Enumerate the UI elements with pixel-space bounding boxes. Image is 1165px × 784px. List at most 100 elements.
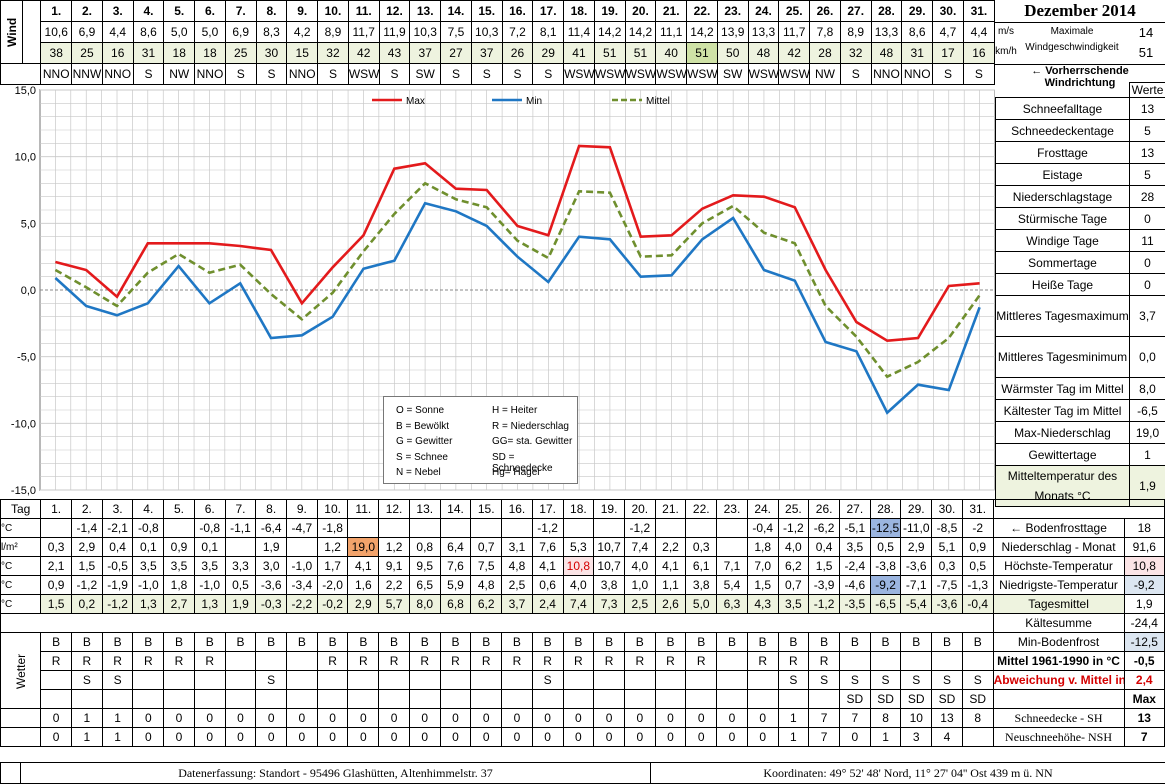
neuschnee-row-cell: 0 xyxy=(255,727,288,747)
day-cell: 4. xyxy=(132,499,165,519)
niedrigst-row-cell: 0,7 xyxy=(777,575,810,595)
wind-day-cell: 11. xyxy=(347,0,380,22)
mittel-row-cell: 2,5 xyxy=(623,594,656,614)
weather-code-cell: B xyxy=(316,632,349,652)
schneedecke-row-cell: 0 xyxy=(593,708,625,728)
neuschnee-row-cell: 0 xyxy=(224,727,257,747)
schneedecke-row-cell: 0 xyxy=(562,708,595,728)
mittel-row-cell: 1,9 xyxy=(224,594,257,614)
weather-code-cell: B xyxy=(838,632,871,652)
wind-kmh-cell: 37 xyxy=(409,42,442,64)
legend-label: Min xyxy=(526,96,542,107)
niederschlag-row-cell xyxy=(716,537,748,557)
bodenfrost-row-cell: -8,5 xyxy=(931,518,963,538)
wind-ms-cell: 8,6 xyxy=(132,21,165,43)
weather-code-cell: B xyxy=(439,632,472,652)
schneedecke-row-value: 13 xyxy=(1123,708,1165,728)
weather-code-cell xyxy=(224,651,257,671)
bodenfrost-row-cell: -0,8 xyxy=(193,518,226,538)
weather-code-cell xyxy=(777,689,810,709)
stat-row: Wärmster Tag im Mittel 8,0 xyxy=(995,377,1165,400)
statistics-panel: Werte Schneefalltage 13 Schneedeckentage 5 F… xyxy=(995,82,1165,507)
wind-day-cell: 10. xyxy=(317,0,349,22)
day-cell: 17. xyxy=(531,499,564,519)
weather-code-cell xyxy=(931,651,963,671)
mittel-row-cell: -1,2 xyxy=(808,594,840,614)
weather-code-cell: R xyxy=(501,651,533,671)
mittel-row-cell: -2,2 xyxy=(286,594,318,614)
schneedecke-row-cell: 0 xyxy=(378,708,410,728)
niedrigst-row-cell: -3,6 xyxy=(255,575,288,595)
weather-row: R R R R R R R R R R R R R R R R R R R R R R Mittel 1961-1990 i… xyxy=(1,651,1165,671)
wind-ms-cell: 11,4 xyxy=(563,21,595,43)
wind-kmh-row: 38 25 16 31 18 18 25 30 15 32 42 43 37 27 37 26 29 41 51 51… xyxy=(1,42,996,64)
niedrigst-row-cell: -1,0 xyxy=(193,575,226,595)
wind-kmh-cell: 31 xyxy=(901,42,934,64)
hoechst-row-cell: -0,5 xyxy=(101,556,134,576)
mittel-row-cell: 0,2 xyxy=(71,594,103,614)
legend-code: B = Bewölkt xyxy=(396,420,450,432)
bodenfrost-row-cell: -4,7 xyxy=(286,518,318,538)
wind-day-cell: 13. xyxy=(409,0,442,22)
weather-code-cell xyxy=(869,651,902,671)
wind-ms-cell: 7,8 xyxy=(809,21,841,43)
niederschlag-row-cell: 1,2 xyxy=(316,537,349,557)
wind-dir-cell: S xyxy=(255,63,288,85)
bodenfrost-row-cell xyxy=(501,518,533,538)
stat-row: Sommertage 0 xyxy=(995,251,1165,274)
wind-dir-cell: S xyxy=(501,63,534,85)
mittel-row-cell: 2,6 xyxy=(654,594,687,614)
empty xyxy=(0,727,42,747)
niederschlag-row-cell: 19,0 xyxy=(347,537,380,557)
weather-code-cell: R xyxy=(808,651,840,671)
day-cell: 5. xyxy=(163,499,195,519)
weather-code-cell xyxy=(501,689,533,709)
wind-day-cell: 19. xyxy=(593,0,626,22)
stat-label: Niederschlagstage xyxy=(995,185,1130,208)
wind-dir-cell: WSW xyxy=(686,63,718,85)
weather-code-cell xyxy=(593,689,625,709)
day-cell: 21. xyxy=(654,499,687,519)
stat-row: Windige Tage 11 xyxy=(995,229,1165,252)
neuschnee-row-cell: 0 xyxy=(40,727,72,747)
day-cell: 3. xyxy=(101,499,134,519)
niedrigst-row-label: Niedrigste-Temperatur xyxy=(992,575,1125,595)
weather-code-cell: S xyxy=(808,670,840,690)
mittel-row-cell: -3,6 xyxy=(931,594,963,614)
schneedecke-row-label: Schneedecke - SH xyxy=(992,708,1125,728)
day-cell: 8. xyxy=(255,499,288,519)
hoechst-row-value: 10,8 xyxy=(1123,556,1165,576)
hoechst-row-cell: 0,3 xyxy=(931,556,963,576)
wind-day-row: Wind 1. 2. 3. 4. 5. 6. 7. 8. 9. 10. 11. 12. 13. 14. 15… xyxy=(0,0,996,64)
weather-code-cell: B xyxy=(777,632,810,652)
y-tick-label: -15,0 xyxy=(11,485,36,497)
wind-kmh-cell: 43 xyxy=(378,42,411,64)
stat-value: 0,0 xyxy=(1129,336,1165,378)
hoechst-row-cell: 10,7 xyxy=(593,556,625,576)
day-cell: 7. xyxy=(224,499,257,519)
wind-kmh-cell: 25 xyxy=(224,42,257,64)
neuschnee-row-cell: 1 xyxy=(777,727,810,747)
bodenfrost-row-cell: -1,2 xyxy=(531,518,564,538)
hoechst-row-cell: 4,1 xyxy=(654,556,687,576)
bodenfrost-row-cell: -2 xyxy=(961,518,994,538)
schneedecke-row-cell: 8 xyxy=(869,708,902,728)
niederschlag-row-cell: 2,9 xyxy=(71,537,103,557)
niedrigst-row-cell: 1,1 xyxy=(654,575,687,595)
hoechst-row-cell: 6,2 xyxy=(777,556,810,576)
day-cell: 30. xyxy=(931,499,963,519)
schneedecke-row-cell: 0 xyxy=(286,708,318,728)
niederschlag-row-cell: 0,1 xyxy=(193,537,226,557)
hoechst-row-cell: 3,5 xyxy=(132,556,165,576)
bodenfrost-row-cell xyxy=(40,518,72,538)
niederschlag-row-cell: 5,3 xyxy=(562,537,595,557)
wind-kmh-cell: 18 xyxy=(163,42,196,64)
wind-ms-cell: 13,9 xyxy=(716,21,749,43)
y-tick-label: 0,0 xyxy=(21,285,36,297)
wind-ms-cell: 7,2 xyxy=(501,21,534,43)
neuschnee-row-cell: 0 xyxy=(654,727,687,747)
hoechst-row-cell: 6,1 xyxy=(685,556,718,576)
wind-dir-cell: NNO xyxy=(870,63,903,85)
mittel-row-label: Tagesmittel xyxy=(992,594,1125,614)
weather-side-label: Mittel 1961-1990 in °C xyxy=(992,651,1125,671)
